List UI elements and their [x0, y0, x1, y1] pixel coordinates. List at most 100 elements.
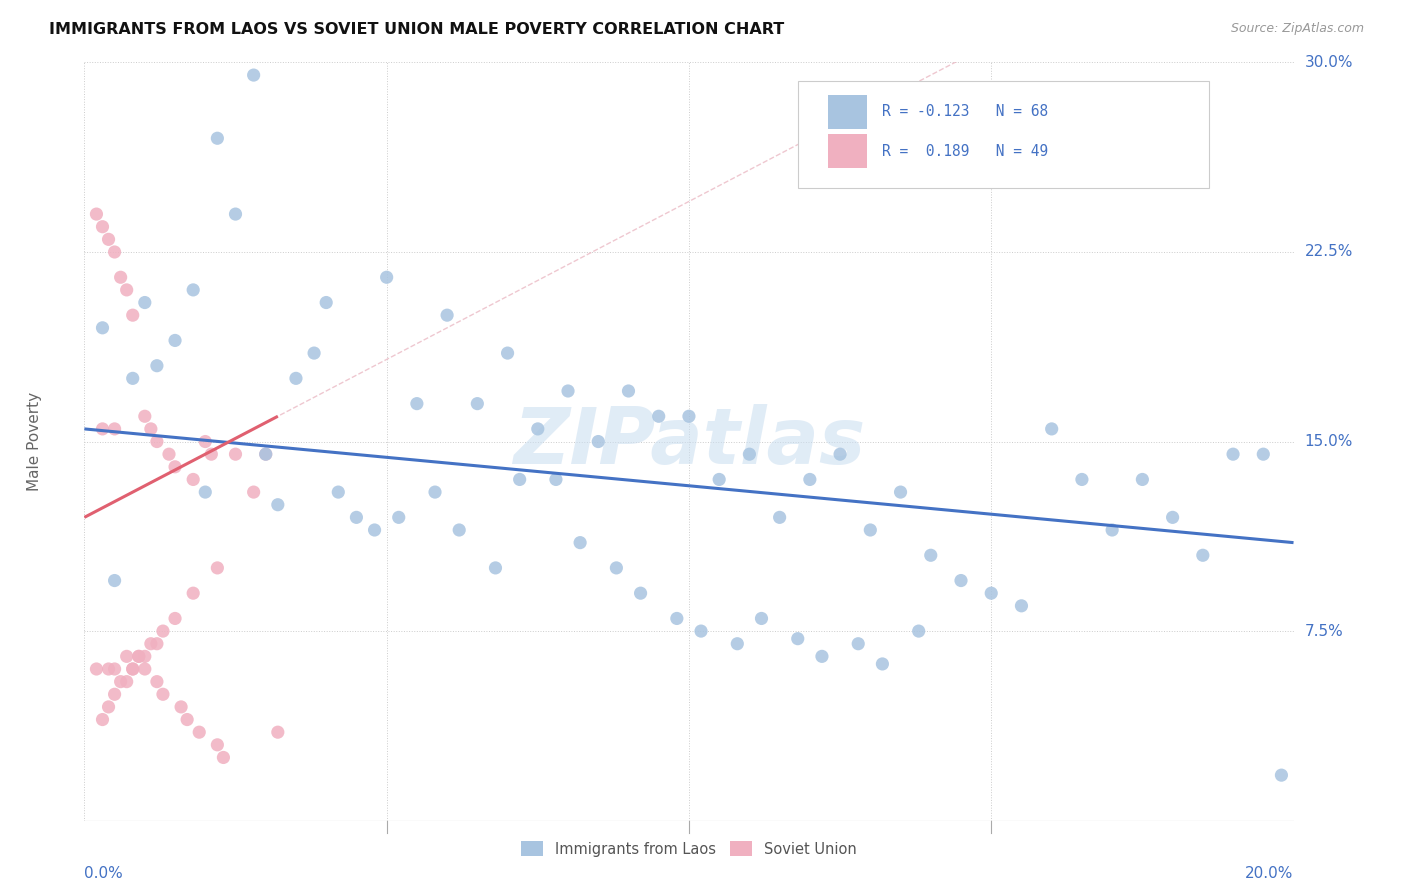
Point	[207, 131, 229, 145]
Point	[709, 473, 731, 487]
Point	[1130, 473, 1153, 487]
Point	[152, 687, 174, 701]
Text: 7.5%: 7.5%	[1305, 624, 1343, 639]
Point	[449, 523, 471, 537]
Point	[110, 674, 132, 689]
Point	[91, 219, 114, 234]
Point	[170, 699, 193, 714]
Point	[181, 283, 204, 297]
Text: 0.0%: 0.0%	[84, 866, 124, 881]
Point	[950, 574, 973, 588]
Point	[165, 611, 187, 625]
Text: 15.0%: 15.0%	[1305, 434, 1353, 449]
Point	[97, 232, 120, 246]
Point	[91, 713, 114, 727]
Point	[725, 637, 748, 651]
Point	[121, 662, 143, 676]
Point	[363, 523, 385, 537]
Point	[648, 409, 671, 424]
Point	[328, 485, 350, 500]
Text: R = -0.123   N = 68: R = -0.123 N = 68	[883, 104, 1049, 120]
Point	[146, 637, 169, 651]
Point	[907, 624, 929, 639]
Point	[121, 662, 143, 676]
Point	[388, 510, 411, 524]
Point	[799, 473, 821, 487]
Point	[617, 384, 640, 398]
Point	[786, 632, 808, 646]
Point	[188, 725, 211, 739]
Text: Source: ZipAtlas.com: Source: ZipAtlas.com	[1230, 22, 1364, 36]
Point	[121, 308, 143, 322]
Point	[104, 574, 127, 588]
Point	[569, 535, 592, 549]
Point	[104, 244, 127, 259]
Point	[200, 447, 222, 461]
Point	[225, 207, 247, 221]
Point	[509, 473, 531, 487]
Point	[859, 523, 882, 537]
Point	[97, 699, 120, 714]
Point	[242, 485, 264, 500]
Text: ZIPatlas: ZIPatlas	[513, 403, 865, 480]
Bar	[828, 134, 866, 169]
Point	[423, 485, 446, 500]
Point	[134, 409, 156, 424]
Text: 30.0%: 30.0%	[1305, 55, 1353, 70]
Text: Male Poverty: Male Poverty	[27, 392, 42, 491]
Point	[134, 649, 156, 664]
Point	[830, 447, 852, 461]
Point	[920, 548, 942, 563]
Point	[115, 649, 138, 664]
Point	[91, 422, 114, 436]
Point	[97, 662, 120, 676]
Point	[139, 422, 162, 436]
Point	[152, 624, 174, 639]
Point	[86, 207, 108, 221]
Point	[872, 657, 894, 671]
Point	[1253, 447, 1275, 461]
Point	[254, 447, 277, 461]
Point	[980, 586, 1002, 600]
Point	[86, 662, 108, 676]
Point	[630, 586, 652, 600]
Point	[146, 359, 169, 373]
Point	[165, 459, 187, 474]
Point	[527, 422, 550, 436]
Point	[267, 498, 290, 512]
Point	[176, 713, 198, 727]
Point	[406, 396, 429, 410]
FancyBboxPatch shape	[797, 81, 1209, 187]
Point	[115, 674, 138, 689]
Point	[139, 637, 162, 651]
Point	[165, 334, 187, 348]
Point	[157, 447, 180, 461]
Point	[1192, 548, 1215, 563]
Point	[346, 510, 368, 524]
Point	[104, 422, 127, 436]
Point	[1040, 422, 1063, 436]
Point	[128, 649, 150, 664]
Point	[194, 434, 217, 449]
Point	[146, 674, 169, 689]
Point	[128, 649, 150, 664]
Text: 20.0%: 20.0%	[1246, 866, 1294, 881]
Point	[110, 270, 132, 285]
Point	[605, 561, 627, 575]
Point	[181, 473, 204, 487]
Point	[146, 434, 169, 449]
Point	[484, 561, 506, 575]
Point	[1101, 523, 1123, 537]
Point	[207, 738, 229, 752]
Point	[1161, 510, 1184, 524]
Point	[207, 561, 229, 575]
Point	[315, 295, 337, 310]
Point	[1222, 447, 1244, 461]
Point	[769, 510, 792, 524]
Text: IMMIGRANTS FROM LAOS VS SOVIET UNION MALE POVERTY CORRELATION CHART: IMMIGRANTS FROM LAOS VS SOVIET UNION MAL…	[49, 22, 785, 37]
Point	[115, 283, 138, 297]
Point	[285, 371, 308, 385]
Point	[181, 586, 204, 600]
Point	[121, 371, 143, 385]
Point	[846, 637, 869, 651]
